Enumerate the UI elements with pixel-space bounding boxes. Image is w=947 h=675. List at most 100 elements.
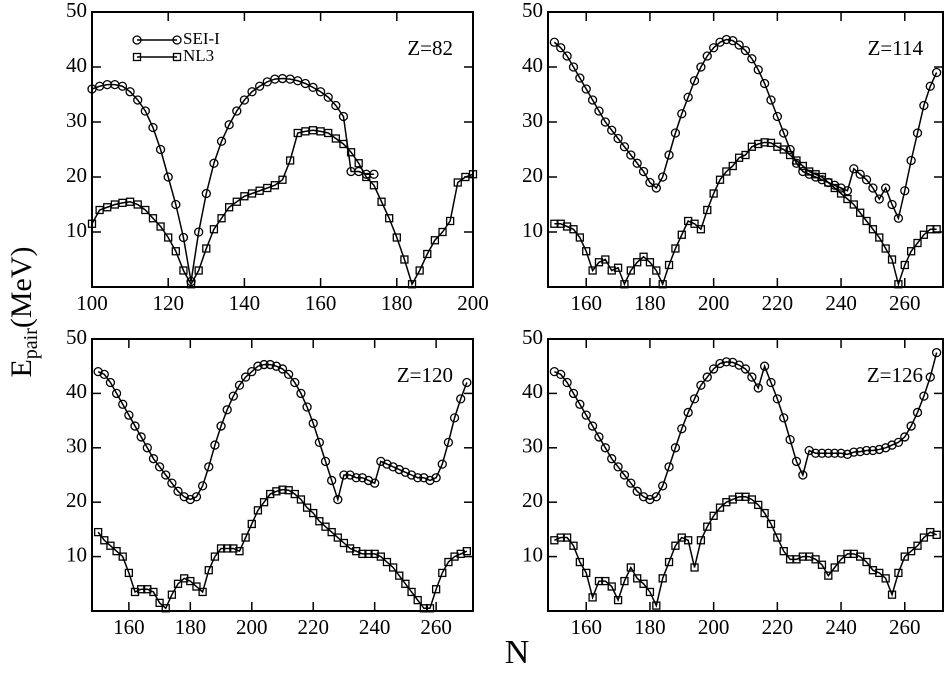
marker xyxy=(161,470,171,480)
marker xyxy=(351,473,361,483)
y-label-main: E xyxy=(5,359,38,377)
marker xyxy=(354,159,363,168)
marker xyxy=(431,585,441,594)
x-tick-label: 120 xyxy=(152,291,184,315)
marker xyxy=(626,266,635,275)
marker xyxy=(810,448,821,458)
marker xyxy=(817,560,827,569)
marker xyxy=(913,541,922,550)
marker xyxy=(689,394,700,404)
marker xyxy=(419,604,428,613)
marker xyxy=(106,541,115,550)
marker xyxy=(906,421,916,431)
marker xyxy=(587,421,598,431)
y-tick-label: 50 xyxy=(522,0,543,22)
marker xyxy=(194,266,203,275)
marker xyxy=(658,481,668,491)
marker xyxy=(677,109,687,119)
marker xyxy=(415,266,424,275)
y-tick-label: 30 xyxy=(522,108,543,132)
y-tick-label: 30 xyxy=(66,434,87,458)
marker xyxy=(406,470,417,480)
y-tick-label: 20 xyxy=(522,163,543,187)
marker xyxy=(862,557,871,567)
series-line xyxy=(553,38,938,221)
marker xyxy=(302,402,312,412)
marker xyxy=(333,533,342,542)
marker xyxy=(210,552,220,561)
marker xyxy=(861,445,872,456)
marker xyxy=(709,189,718,198)
y-tick-label: 10 xyxy=(66,542,87,566)
marker xyxy=(239,95,250,105)
legend-label: SEI-I xyxy=(183,29,220,48)
marker xyxy=(613,133,623,144)
marker xyxy=(320,456,331,467)
marker xyxy=(413,473,423,483)
marker xyxy=(364,549,373,559)
plot-frame xyxy=(547,338,944,612)
marker xyxy=(785,150,795,160)
marker xyxy=(708,43,719,53)
marker xyxy=(198,587,207,597)
marker xyxy=(740,45,751,56)
marker xyxy=(703,205,712,215)
marker xyxy=(671,244,680,253)
marker xyxy=(607,582,616,591)
marker xyxy=(613,462,623,472)
marker xyxy=(394,464,404,475)
marker xyxy=(201,188,211,199)
marker xyxy=(253,506,263,515)
y-label-sub: pair xyxy=(20,328,42,359)
series-line xyxy=(97,488,468,610)
marker xyxy=(437,459,447,469)
marker xyxy=(430,236,440,245)
marker xyxy=(664,260,674,270)
marker xyxy=(671,541,680,550)
marker xyxy=(843,194,852,204)
marker xyxy=(817,172,827,182)
x-tick-label: 200 xyxy=(698,615,730,639)
marker xyxy=(696,62,706,72)
marker xyxy=(431,473,441,483)
x-tick-label: 160 xyxy=(305,291,337,315)
marker xyxy=(696,536,706,545)
marker xyxy=(779,547,788,556)
y-tick-label: 30 xyxy=(66,108,87,132)
marker xyxy=(658,172,668,182)
marker xyxy=(626,478,636,488)
marker xyxy=(100,536,109,545)
marker xyxy=(133,95,143,105)
marker xyxy=(639,579,648,588)
marker xyxy=(702,51,712,61)
marker xyxy=(887,255,897,264)
marker xyxy=(582,568,591,578)
marker xyxy=(874,194,884,204)
marker xyxy=(562,377,572,388)
panel-annotation: Z=126 xyxy=(867,363,923,387)
marker xyxy=(209,225,219,234)
marker xyxy=(93,527,103,537)
marker xyxy=(468,170,478,179)
marker xyxy=(575,557,585,567)
marker xyxy=(87,219,97,228)
marker xyxy=(228,391,238,401)
marker xyxy=(167,478,177,488)
x-tick-label: 180 xyxy=(381,291,413,315)
marker xyxy=(247,519,256,529)
marker xyxy=(600,443,610,453)
y-axis-label: Epair(MeV) xyxy=(5,246,42,377)
marker xyxy=(315,517,324,526)
marker xyxy=(772,111,783,122)
marker xyxy=(462,547,472,556)
marker xyxy=(836,189,846,198)
marker xyxy=(118,552,127,561)
marker xyxy=(906,247,916,256)
marker xyxy=(823,448,833,458)
marker xyxy=(900,186,910,196)
marker xyxy=(272,487,281,496)
marker xyxy=(881,244,890,253)
y-tick-label: 20 xyxy=(66,163,87,187)
marker xyxy=(620,576,629,586)
panel-annotation: Z=114 xyxy=(868,36,924,60)
